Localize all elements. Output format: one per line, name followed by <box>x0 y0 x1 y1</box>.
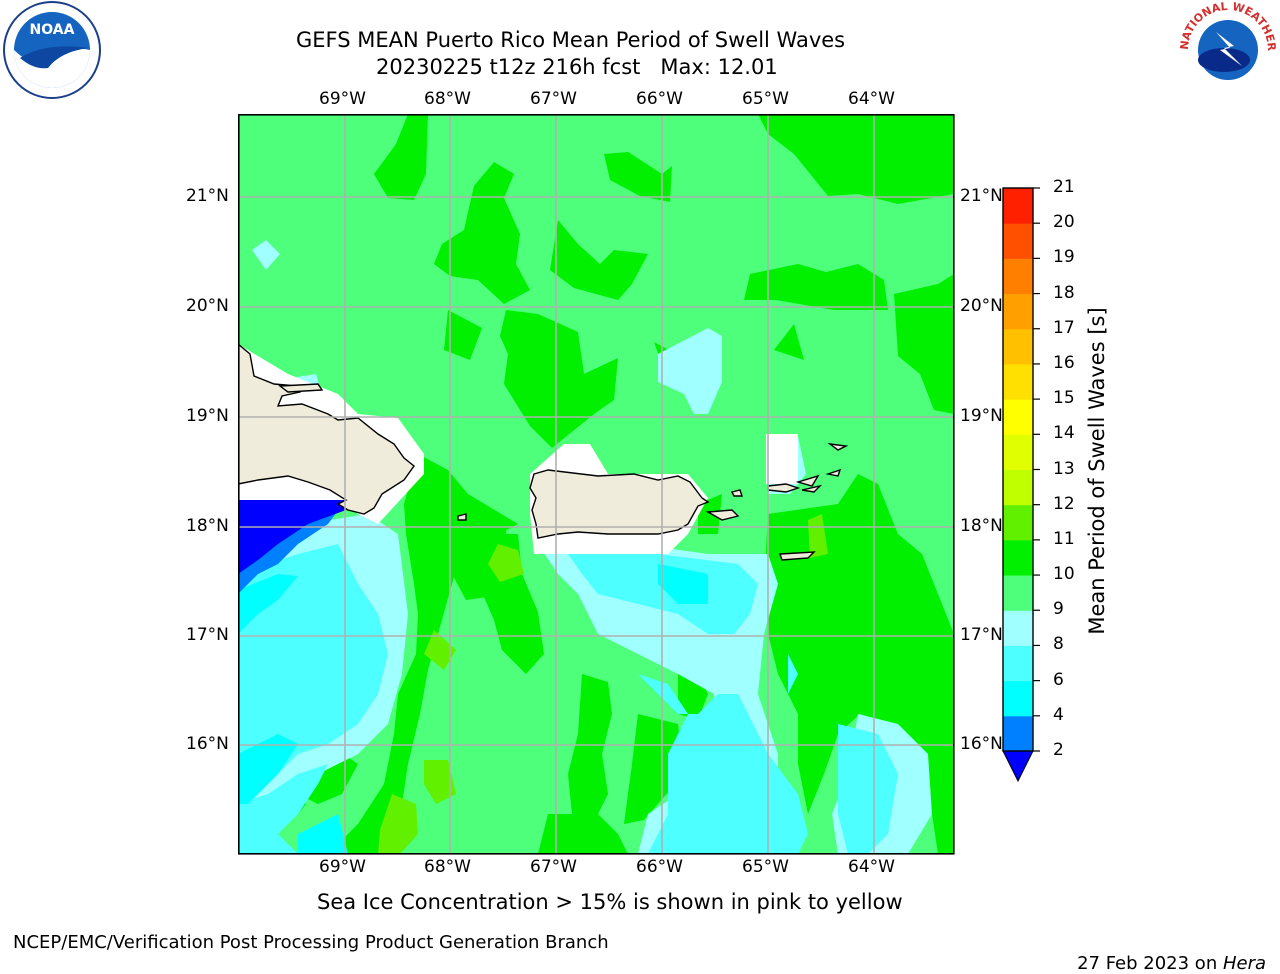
colorbar-band <box>1003 223 1033 259</box>
graticule <box>238 114 954 854</box>
colorbar-tick-label: 2 <box>1053 740 1064 760</box>
left-lat-label: 16°N <box>186 734 229 754</box>
colorbar-tick-label: 11 <box>1053 528 1075 549</box>
period-2-4-patches <box>238 500 346 594</box>
colorbar-under-triangle <box>1002 750 1034 783</box>
colorbar-tick-label: 19 <box>1053 247 1075 268</box>
period-11-12-patches <box>378 514 828 854</box>
sea-ice-note: Sea Ice Concentration > 15% is shown in … <box>317 890 903 914</box>
colorbar-band <box>1003 575 1033 611</box>
colorbar-tick-label: 10 <box>1053 564 1075 585</box>
colorbar-tick-label: 15 <box>1053 388 1075 409</box>
colorbar-tick-label: 14 <box>1053 423 1075 444</box>
colorbar-band <box>1003 258 1033 295</box>
colorbar-tick-label: 21 <box>1053 177 1075 197</box>
bottom-lon-label: 66°W <box>636 857 683 877</box>
period-4-6-patches <box>238 564 708 854</box>
chart-title-line-2: 20230225 t12z 216h fcst Max: 12.01 <box>376 55 778 79</box>
colorbar <box>1002 187 1040 783</box>
colorbar-bands <box>1003 188 1033 752</box>
top-lon-label: 66°W <box>636 89 683 109</box>
swell-period-map <box>238 114 955 855</box>
colorbar-band <box>1003 680 1033 717</box>
run-date-stamp: 27 Feb 2023 on Hera <box>1066 932 1266 974</box>
colorbar-tick-label: 8 <box>1053 634 1064 655</box>
colorbar-tick-label: 18 <box>1053 282 1075 303</box>
colorbar-band <box>1003 645 1033 682</box>
colorbar-tick-label: 12 <box>1053 493 1075 514</box>
right-lat-label: 21°N <box>960 186 1003 206</box>
colorbar-tick-label: 13 <box>1053 458 1075 479</box>
colorbar-band <box>1003 715 1033 752</box>
colorbar-band <box>1003 188 1033 224</box>
colorbar-band <box>1003 469 1033 506</box>
colorbar-band <box>1003 328 1033 365</box>
tortola-land <box>801 484 823 493</box>
colorbar-tick-label: 16 <box>1053 352 1075 373</box>
left-lat-label: 19°N <box>186 406 229 426</box>
bottom-lon-label: 67°W <box>530 857 577 877</box>
left-lat-label: 21°N <box>186 186 229 206</box>
culebra-land <box>730 489 743 497</box>
colorbar-tick-label: 4 <box>1053 704 1064 725</box>
land-masses <box>238 343 849 561</box>
colorbar-band <box>1003 434 1033 470</box>
map-frame <box>238 114 955 855</box>
anegada-land <box>827 442 849 451</box>
colorbar-band <box>1003 539 1033 576</box>
right-lat-label: 17°N <box>960 625 1003 645</box>
puerto-rico-land <box>529 469 710 539</box>
chart-title-line-1: GEFS MEAN Puerto Rico Mean Period of Swe… <box>296 28 846 52</box>
top-lon-label: 69°W <box>319 89 366 109</box>
right-lat-label: 16°N <box>960 734 1003 754</box>
colorbar-title: Mean Period of Swell Waves [s] <box>1085 307 1109 635</box>
colorbar-band <box>1003 610 1033 646</box>
top-lon-label: 67°W <box>530 89 577 109</box>
top-lon-label: 65°W <box>742 89 789 109</box>
run-date: 27 Feb 2023 on <box>1077 953 1223 974</box>
left-lat-label: 20°N <box>186 296 229 316</box>
period-6-8-patches <box>238 544 898 854</box>
colorbar-tick-marks <box>1033 187 1040 752</box>
virgin-gorda-land <box>825 468 842 477</box>
colorbar-tick-label: 6 <box>1053 669 1064 690</box>
nws-logo: NATIONAL WEATHER SERVICE <box>1176 0 1278 97</box>
colorbar-band <box>1003 399 1033 435</box>
bottom-lon-label: 69°W <box>319 857 366 877</box>
right-lat-label: 19°N <box>960 406 1003 426</box>
vieques-land <box>705 509 740 521</box>
bottom-lon-label: 65°W <box>742 857 789 877</box>
bottom-lon-label: 64°W <box>848 857 895 877</box>
north-islets-land <box>278 383 324 393</box>
top-lon-label: 64°W <box>848 89 895 109</box>
noaa-logo-text: NOAA <box>30 22 75 38</box>
bottom-lon-label: 68°W <box>424 857 471 877</box>
st-john-land <box>795 474 820 487</box>
st-croix-land <box>779 551 816 561</box>
right-lat-label: 20°N <box>960 296 1003 316</box>
colorbar-band <box>1003 363 1033 400</box>
noaa-logo: NOAA <box>3 1 101 99</box>
left-lat-label: 17°N <box>186 625 229 645</box>
colorbar-band <box>1003 504 1033 541</box>
colorbar-band <box>1003 293 1033 330</box>
machine-name: Hera <box>1222 953 1266 974</box>
colorbar-tick-label: 17 <box>1053 317 1075 338</box>
colorbar-tick-label: 20 <box>1053 212 1075 233</box>
top-lon-label: 68°W <box>424 89 471 109</box>
left-lat-label: 18°N <box>186 516 229 536</box>
right-lat-label: 18°N <box>960 516 1003 536</box>
mona-land <box>457 513 467 521</box>
colorbar-tick-label: 9 <box>1053 599 1064 620</box>
producer-credit: NCEP/EMC/Verification Post Processing Pr… <box>13 932 609 953</box>
